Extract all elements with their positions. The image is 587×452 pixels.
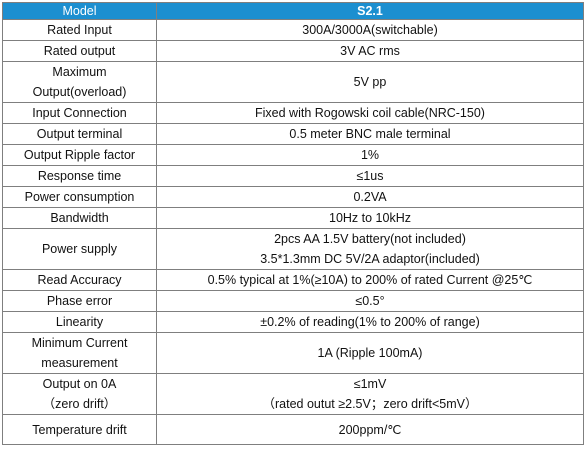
spec-value: 300A/3000A(switchable) [156,19,584,41]
spec-label-line: Power supply [41,242,118,256]
table-row: Bandwidth 10Hz to 10kHz [2,207,584,229]
spec-value-line: 1% [360,148,380,162]
spec-label-line: Read Accuracy [37,273,122,287]
spec-label-line: Rated Input [47,23,112,37]
table-row: Input Connection Fixed with Rogowski coil… [2,102,584,124]
spec-value: 200ppm/℃ [156,414,584,445]
spec-value-line: Fixed with Rogowski coil cable(NRC-150) [255,106,485,120]
spec-value-line: 0.2VA [353,190,387,204]
spec-value-line: ≤1mV [353,377,387,391]
spec-value-line: 3.5*1.3mm DC 5V/2A adaptor(included) [260,252,480,266]
spec-value: ≤0.5° [156,290,584,312]
spec-label-line: Power consumption [24,190,135,204]
spec-label-line: Rated output [43,44,116,58]
spec-value: 5V pp [156,61,584,103]
table-row: Temperature drift 200ppm/℃ [2,414,584,445]
spec-value: 2pcs AA 1.5V battery(not included) 3.5*1.… [156,228,584,270]
spec-label-line: Response time [37,169,122,183]
table-row: Rated output 3V AC rms [2,40,584,62]
spec-label-line: Phase error [46,294,113,308]
spec-value-line: 2pcs AA 1.5V battery(not included) [274,232,466,246]
spec-value: Fixed with Rogowski coil cable(NRC-150) [156,102,584,124]
spec-value: 1% [156,144,584,166]
table-row: Linearity ±0.2% of reading(1% to 200% of … [2,311,584,333]
spec-value: 10Hz to 10kHz [156,207,584,229]
spec-value: ±0.2% of reading(1% to 200% of range) [156,311,584,333]
spec-value: 0.2VA [156,186,584,208]
spec-value: ≤1us [156,165,584,187]
spec-rows: Rated Input 300A/3000A(switchable) Rated o… [2,19,584,445]
spec-value-line: 3V AC rms [340,44,400,58]
spec-label: Linearity [2,311,157,333]
table-row: Power supply 2pcs AA 1.5V battery(not inc… [2,228,584,270]
spec-value-line: 0.5 meter BNC male terminal [289,127,451,141]
spec-label-line: measurement [41,356,118,370]
spec-value-line: ±0.2% of reading(1% to 200% of range) [260,315,480,329]
spec-value-line: 300A/3000A(switchable) [302,23,438,37]
table-row: Output terminal 0.5 meter BNC male termin… [2,123,584,145]
spec-label: Input Connection [2,102,157,124]
spec-label: Maximum Output(overload) [2,61,157,103]
table-row: Power consumption 0.2VA [2,186,584,208]
spec-label-line: Maximum [52,65,107,79]
spec-label: Read Accuracy [2,269,157,291]
spec-label-line: （zero drift） [42,397,117,411]
spec-label: Rated output [2,40,157,62]
spec-label: Rated Input [2,19,157,41]
spec-value-line: 0.5% typical at 1%(≥10A) to 200% of rate… [207,273,533,287]
spec-label: Output Ripple factor [2,144,157,166]
specification-table: Model S2.1 Rated Input 300A/3000A(switcha… [2,2,584,445]
spec-value-line: ≤0.5° [355,294,385,308]
spec-value: ≤1mV （rated outut ≥2.5V；zero drift<5mV） [156,373,584,415]
spec-label-line: Output(overload) [32,85,127,99]
spec-label: Bandwidth [2,207,157,229]
spec-value-line: 10Hz to 10kHz [329,211,411,225]
spec-value-line: （rated outut ≥2.5V；zero drift<5mV） [262,397,478,411]
spec-label-line: Linearity [55,315,104,329]
spec-label-line: Minimum Current [31,336,128,350]
header-model-label: Model [2,2,157,20]
table-row: Maximum Output(overload) 5V pp [2,61,584,103]
spec-label: Phase error [2,290,157,312]
spec-label: Minimum Current measurement [2,332,157,374]
table-row: Output on 0A （zero drift） ≤1mV （rated outut… [2,373,584,415]
table-row: Rated Input 300A/3000A(switchable) [2,19,584,41]
spec-value: 3V AC rms [156,40,584,62]
spec-value-line: 5V pp [353,75,387,89]
spec-label: Response time [2,165,157,187]
spec-value: 0.5 meter BNC male terminal [156,123,584,145]
spec-label-line: Output terminal [36,127,123,141]
spec-label: Temperature drift [2,414,157,445]
table-row: Response time ≤1us [2,165,584,187]
table-row: Minimum Current measurement 1A (Ripple 100… [2,332,584,374]
spec-value-line: 1A (Ripple 100mA) [317,346,423,360]
spec-label: Power supply [2,228,157,270]
table-row: Read Accuracy 0.5% typical at 1%(≥10A) to… [2,269,584,291]
spec-label-line: Output on 0A [42,377,117,391]
table-row: Output Ripple factor 1% [2,144,584,166]
spec-value-line: 200ppm/℃ [338,422,402,437]
header-row: Model S2.1 [2,2,584,20]
spec-label-line: Temperature drift [32,422,127,437]
spec-value: 1A (Ripple 100mA) [156,332,584,374]
spec-label: Power consumption [2,186,157,208]
spec-value-line: ≤1us [356,169,384,183]
spec-label-line: Bandwidth [50,211,109,225]
table-row: Phase error ≤0.5° [2,290,584,312]
spec-label: Output terminal [2,123,157,145]
spec-label-line: Input Connection [32,106,127,120]
spec-label: Output on 0A （zero drift） [2,373,157,415]
spec-value: 0.5% typical at 1%(≥10A) to 200% of rate… [156,269,584,291]
spec-label-line: Output Ripple factor [23,148,136,162]
header-model-value: S2.1 [156,2,584,20]
